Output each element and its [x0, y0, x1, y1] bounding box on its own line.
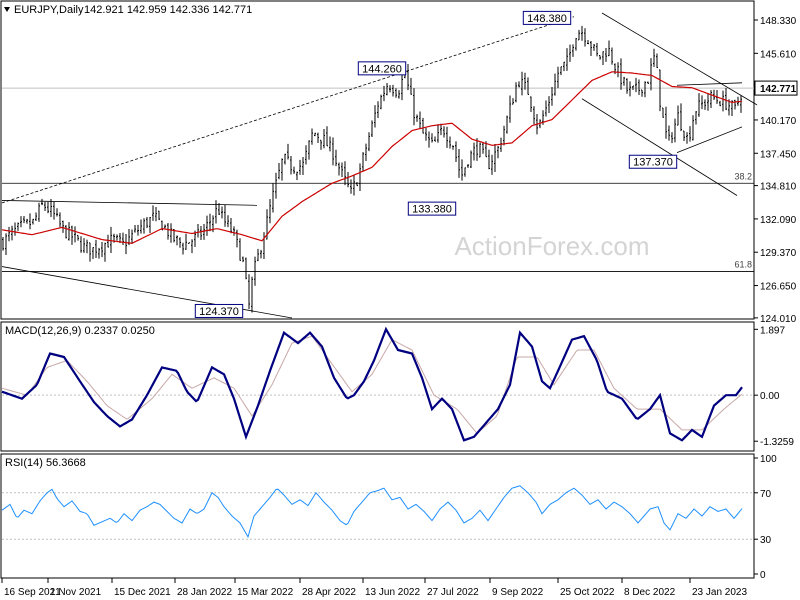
current-price-tag [754, 80, 798, 96]
trend-line [1, 266, 293, 319]
price-panel: 148.330145.610142.890140.170137.450134.8… [1, 10, 798, 325]
macd-line [1, 326, 743, 442]
pivot-label-box [628, 154, 678, 169]
price-y-tick-label: 129.370 [760, 248, 797, 259]
price-y-tick-label: 132.090 [760, 215, 797, 226]
price-y-tick-label: 145.610 [760, 49, 797, 60]
fib-level-label: 38.2 [734, 171, 752, 181]
price-y-tick-label: 126.650 [760, 282, 797, 293]
ohlc-header: 142.921 142.959 142.336 142.771 [84, 4, 252, 16]
x-tick-label: 28 Jan 2022 [177, 587, 232, 598]
trend-line [676, 82, 743, 86]
x-tick-label: 15 Mar 2022 [237, 587, 294, 598]
watermark: ActionForex.com [454, 231, 649, 261]
current-price-value: 142.771 [760, 84, 797, 95]
trend-line [601, 12, 758, 106]
pivot-label: 148.380 [527, 13, 567, 25]
rsi-y-tick-label: 0 [760, 570, 766, 581]
price-y-tick-label: 134.810 [760, 182, 797, 193]
macd-panel-frame [0, 321, 755, 452]
x-tick-label: 9 Sep 2022 [492, 587, 544, 598]
x-tick-label: 15 Dec 2021 [114, 587, 171, 598]
macd-y-tick-label: 1.897 [760, 325, 785, 336]
pivot-label: 144.260 [362, 63, 402, 75]
fib-level-label: 61.8 [734, 259, 752, 269]
x-tick-label: 28 Apr 2022 [302, 587, 356, 598]
macd-y-tick-label: 0.00 [760, 391, 780, 402]
pivot-label: 137.370 [633, 157, 673, 169]
rsi-y-tick-label: 100 [760, 454, 777, 465]
rsi-y-tick-label: 70 [760, 489, 772, 500]
x-tick-label: 25 Oct 2022 [560, 587, 615, 598]
price-y-tick-label: 140.170 [760, 116, 797, 127]
x-tick-label: 23 Jan 2023 [692, 587, 747, 598]
rsi-line [1, 485, 743, 539]
trend-line [1, 16, 575, 204]
pivot-label: 133.380 [412, 204, 452, 216]
moving-average-line [1, 71, 743, 244]
pivot-label-box [357, 61, 407, 76]
price-panel-frame [0, 0, 755, 320]
rsi-panel: 100 70 30 0 [1, 454, 777, 581]
x-tick-label: 1 Nov 2021 [50, 587, 102, 598]
price-y-tick-label: 148.330 [760, 16, 797, 27]
pivot-label-box [194, 303, 244, 318]
macd-signal-line [1, 335, 743, 434]
rsi-title: RSI(14) 56.3668 [5, 457, 86, 469]
pivot-label-box [522, 10, 572, 25]
rsi-y-tick-label: 30 [760, 535, 772, 546]
pivot-label: 124.370 [199, 306, 239, 318]
candles [2, 25, 742, 313]
x-tick-label: 16 Sep 2021 [4, 587, 61, 598]
symbol-title: EURJPY,Daily [14, 4, 84, 16]
macd-panel: 1.897 0.00 -1.3259 [1, 325, 794, 448]
price-y-tick-label: 137.450 [760, 149, 797, 160]
macd-title: MACD(12,26,9) 0.2337 0.0250 [5, 325, 155, 337]
rsi-panel-frame [0, 453, 755, 579]
price-y-tick-label: 124.010 [760, 314, 797, 325]
x-tick-label: 8 Dec 2022 [624, 587, 676, 598]
trend-line [676, 126, 743, 154]
pivot-label-box [407, 201, 457, 216]
panel-collapse-icon[interactable] [4, 7, 10, 12]
x-tick-label: 27 Jul 2022 [427, 587, 479, 598]
x-tick-label: 13 Jun 2022 [365, 587, 420, 598]
trend-line [581, 98, 738, 196]
macd-y-tick-label: -1.3259 [760, 437, 794, 448]
trend-line [1, 200, 258, 206]
